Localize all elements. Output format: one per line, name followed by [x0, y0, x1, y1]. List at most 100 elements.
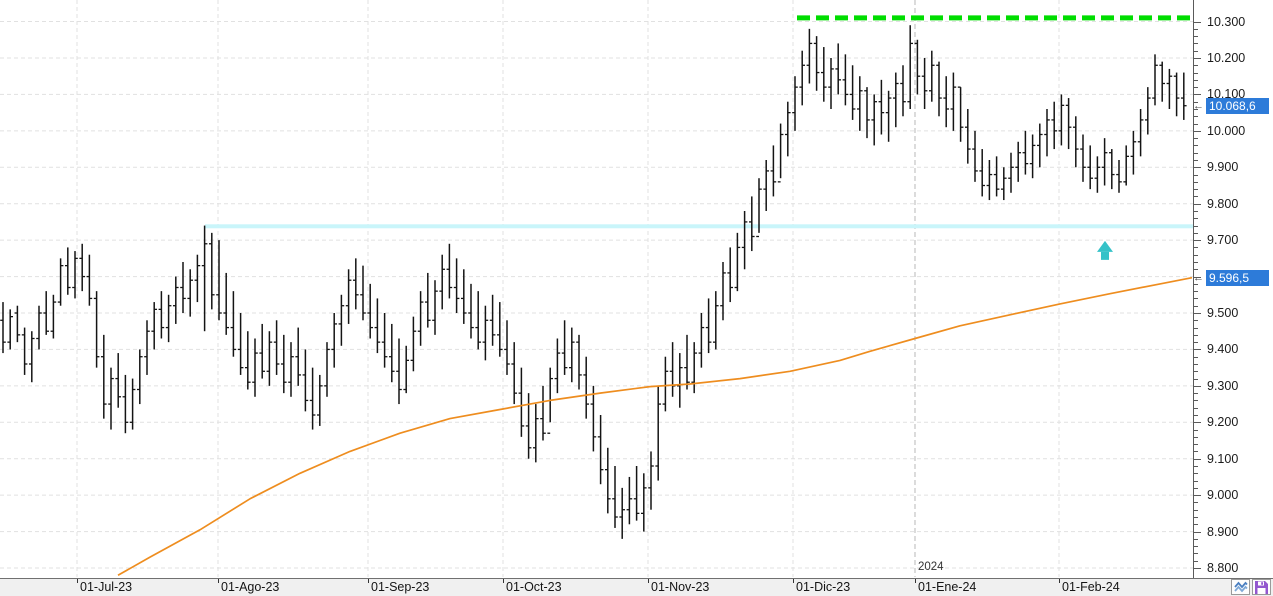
y-axis-tick	[1194, 436, 1198, 438]
y-axis-tick	[1194, 415, 1198, 416]
x-axis-label: 01-Nov-23	[651, 580, 710, 594]
y-axis-tick	[1194, 291, 1198, 293]
y-axis-tick	[1194, 313, 1201, 314]
price-axis[interactable]: 8.800 8.900 9.000 9.100 9.200 9.300 9.400 9.500…	[1193, 0, 1273, 578]
y-axis-tick	[1194, 283, 1198, 285]
y-axis-tick	[1194, 480, 1198, 482]
y-axis-label: 9.700	[1207, 233, 1239, 248]
y-axis-tick	[1194, 560, 1198, 562]
y-axis-tick	[1194, 568, 1201, 569]
y-axis-label: 8.900	[1207, 524, 1239, 539]
y-axis-tick	[1194, 130, 1201, 132]
y-axis-tick	[1194, 466, 1198, 467]
x-axis-label: 01-Ago-23	[221, 580, 280, 594]
x-axis-label: 01-Dic-23	[796, 580, 851, 594]
y-axis-tick	[1194, 429, 1198, 431]
y-axis-tick	[1194, 167, 1201, 169]
x-axis-tick	[218, 579, 219, 583]
zigzag-indicator-button[interactable]	[1231, 579, 1250, 595]
zigzag-icon	[1233, 581, 1248, 593]
y-axis-tick	[1194, 211, 1198, 212]
y-axis-label: 10.200	[1207, 51, 1246, 65]
y-axis-tick	[1194, 400, 1198, 402]
y-axis-label: 9.100	[1207, 451, 1239, 466]
up-arrow-marker[interactable]	[1097, 240, 1113, 252]
y-axis-tick	[1194, 553, 1198, 555]
y-axis-tick	[1194, 43, 1198, 45]
price-chart-plot[interactable]	[0, 0, 1193, 577]
y-axis-label: 9.200	[1207, 415, 1239, 430]
time-axis[interactable]: 01-Jul-23 01-Ago-23 01-Sep-23 01-Oct-23 01-N…	[0, 578, 1273, 596]
y-axis-tick	[1194, 225, 1198, 227]
ma-price-badge: 9.596,5	[1206, 270, 1269, 286]
save-floppy-icon	[1255, 580, 1268, 594]
y-axis-tick	[1194, 458, 1201, 460]
moving-average-line[interactable]	[117, 276, 1193, 577]
y-axis-label: 10.300	[1207, 14, 1246, 29]
y-axis-label: 9.500	[1207, 306, 1239, 320]
y-axis-tick	[1194, 138, 1198, 140]
y-axis-tick	[1194, 218, 1198, 220]
y-axis-tick	[1194, 232, 1198, 234]
y-axis-tick	[1194, 509, 1198, 511]
y-axis-label: 8.800	[1207, 561, 1239, 575]
y-axis-label: 9.400	[1207, 342, 1239, 357]
y-axis-tick	[1194, 451, 1198, 453]
y-axis-tick	[1194, 502, 1198, 504]
y-axis-tick	[1194, 123, 1198, 125]
y-axis-tick	[1194, 50, 1198, 52]
ma-price-axis-arrow: ←	[1193, 272, 1204, 284]
y-axis-tick	[1194, 72, 1198, 74]
y-axis-tick	[1194, 371, 1198, 373]
y-axis-tick	[1194, 334, 1198, 336]
y-axis-tick	[1194, 444, 1198, 446]
y-axis-tick	[1194, 160, 1198, 161]
y-axis-tick	[1194, 407, 1198, 409]
y-axis-tick	[1194, 531, 1201, 533]
x-axis-label: 01-Jul-23	[80, 580, 133, 594]
y-axis-tick	[1194, 94, 1201, 96]
year-separator-label: 2024	[918, 561, 944, 573]
y-axis-label: 9.300	[1207, 378, 1239, 393]
x-axis-tick	[503, 579, 504, 583]
y-axis-tick	[1194, 247, 1198, 249]
y-axis-tick	[1194, 364, 1198, 365]
x-axis-label: 01-Sep-23	[371, 580, 430, 594]
y-axis-label: 9.800	[1207, 196, 1239, 211]
save-button[interactable]	[1252, 579, 1271, 595]
y-axis-tick	[1194, 495, 1201, 497]
y-axis-tick	[1194, 538, 1198, 540]
x-axis-label: 01-Feb-24	[1062, 580, 1120, 594]
x-axis-tick	[648, 579, 649, 583]
y-axis-tick	[1194, 174, 1198, 176]
y-axis-tick	[1194, 254, 1198, 256]
y-axis-label: 9.000	[1207, 488, 1239, 503]
x-axis-tick	[368, 579, 369, 583]
y-axis-label: 10.100	[1207, 87, 1246, 102]
y-axis-tick	[1194, 109, 1198, 110]
y-axis-tick	[1194, 305, 1198, 307]
y-axis-tick	[1194, 524, 1198, 526]
x-axis-label: 01-Ene-24	[918, 580, 977, 594]
support-line[interactable]	[205, 224, 1193, 229]
y-axis-tick	[1194, 349, 1201, 351]
y-axis-tick	[1194, 487, 1198, 489]
y-axis-tick	[1194, 320, 1198, 322]
y-axis-label: 10.000	[1207, 123, 1246, 138]
y-axis-tick	[1194, 342, 1198, 344]
y-axis-tick	[1194, 473, 1198, 475]
y-axis-tick	[1194, 393, 1198, 395]
y-axis-tick	[1194, 189, 1198, 191]
x-axis-label: 01-Oct-23	[506, 580, 562, 594]
y-axis-tick	[1194, 517, 1198, 518]
y-axis-tick	[1194, 378, 1198, 380]
y-axis-tick	[1194, 276, 1201, 278]
y-axis-tick	[1194, 145, 1198, 147]
y-axis-tick	[1194, 203, 1201, 205]
y-axis-tick	[1194, 181, 1198, 183]
y-axis-tick	[1194, 327, 1198, 329]
y-axis-tick	[1194, 152, 1198, 154]
x-axis-tick	[793, 579, 794, 583]
y-axis-tick	[1194, 116, 1198, 118]
